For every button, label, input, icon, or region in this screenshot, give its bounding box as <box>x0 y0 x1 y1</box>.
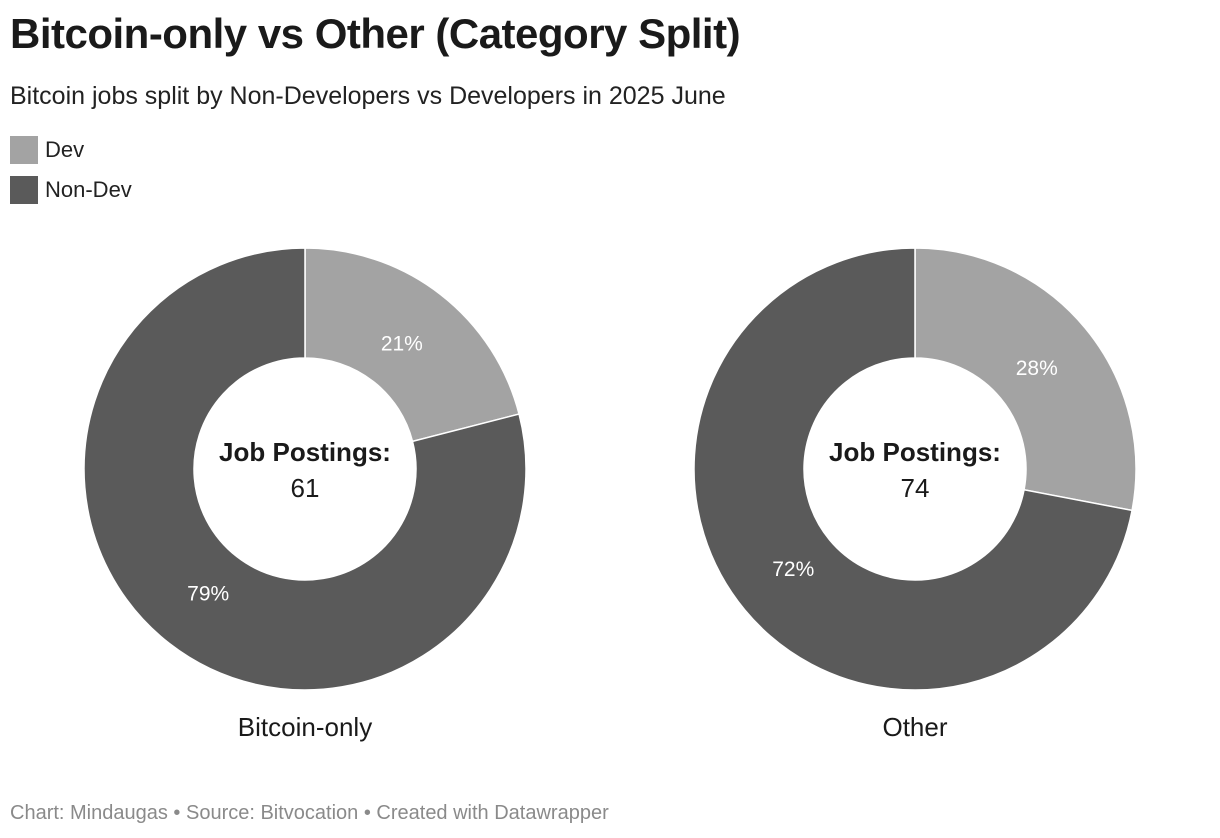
legend-label-dev: Dev <box>45 137 85 162</box>
legend: Dev Non-Dev <box>10 136 132 216</box>
bitcoin-only-center-total: 61 <box>291 473 320 503</box>
chart-subtitle: Bitcoin jobs split by Non-Developers vs … <box>10 82 726 110</box>
legend-swatch-dev <box>10 136 38 164</box>
other-slice-label-dev: 28% <box>1016 357 1058 380</box>
other-chart-label: Other <box>882 712 947 742</box>
bitcoin-only-slice-dev <box>304 247 520 443</box>
legend-item-non-dev: Non-Dev <box>10 176 132 204</box>
other-slice-label-non-dev: 72% <box>772 558 814 581</box>
bitcoin-only-center-label: Job Postings: <box>219 437 391 467</box>
bitcoin-only-slice-label-non-dev: 79% <box>187 582 229 605</box>
bitcoin-only-slice-label-dev: 21% <box>381 333 423 356</box>
other-slice-non-dev <box>693 247 1133 691</box>
bitcoin-only-chart-label: Bitcoin-only <box>238 712 372 742</box>
legend-label-non-dev: Non-Dev <box>45 177 132 202</box>
bitcoin-only-slice-non-dev <box>83 247 527 691</box>
chart-footer: Chart: Mindaugas • Source: Bitvocation •… <box>10 802 609 824</box>
legend-item-dev: Dev <box>10 136 132 164</box>
other-slice-dev <box>914 247 1137 512</box>
legend-swatch-non-dev <box>10 176 38 204</box>
other-center-total: 74 <box>901 473 930 503</box>
chart-title: Bitcoin-only vs Other (Category Split) <box>10 10 741 57</box>
other-center-label: Job Postings: <box>829 437 1001 467</box>
